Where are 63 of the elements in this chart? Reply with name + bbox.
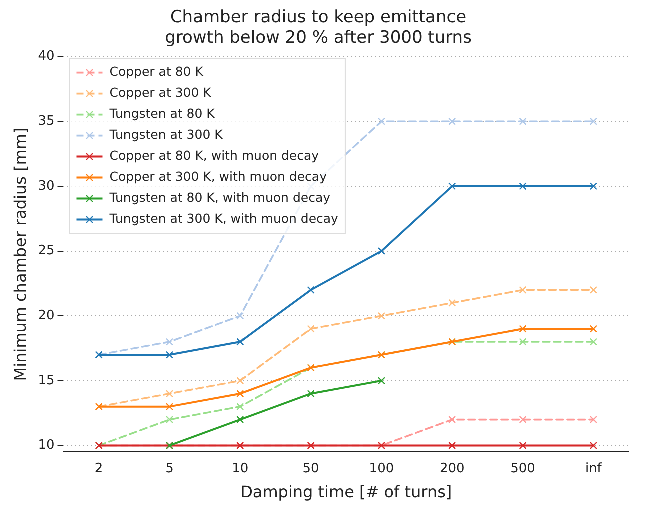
point — [448, 416, 456, 424]
y-tick-label: 40 — [38, 49, 55, 64]
point — [236, 338, 244, 346]
point — [590, 325, 598, 333]
legend-label: Copper at 300 K, with muon decay — [110, 169, 328, 184]
point — [519, 286, 527, 294]
point — [448, 182, 456, 190]
point — [307, 286, 315, 294]
point — [166, 390, 174, 398]
point — [378, 312, 386, 320]
point — [448, 299, 456, 307]
y-tick-label: 20 — [38, 308, 55, 324]
point — [448, 118, 456, 126]
point — [307, 390, 315, 398]
point — [590, 338, 598, 346]
point — [519, 182, 527, 190]
legend-label: Copper at 300 K — [110, 85, 212, 100]
legend-label: Tungsten at 300 K, with muon decay — [108, 211, 340, 226]
legend-label: Tungsten at 80 K — [108, 106, 216, 122]
y-tick-label: 35 — [38, 114, 55, 129]
point — [590, 286, 598, 294]
point — [590, 118, 598, 126]
x-tick-label: 500 — [510, 461, 536, 476]
point — [236, 390, 244, 398]
y-tick-label: 25 — [38, 244, 55, 259]
chart-title: Chamber radius to keep emittance growth below 20 % after 3000 turns — [165, 8, 472, 48]
point — [166, 338, 174, 346]
point — [519, 338, 527, 346]
point — [590, 442, 598, 450]
x-tick-label: 2 — [94, 461, 104, 476]
x-tick-label: 100 — [369, 461, 394, 476]
point — [307, 325, 315, 333]
point — [519, 416, 527, 424]
x-tick-label: 10 — [232, 461, 249, 476]
point — [519, 442, 527, 450]
point — [236, 312, 244, 320]
point — [590, 416, 598, 424]
x-tick-label: 200 — [440, 461, 465, 476]
legend-label: Copper at 80 K, with muon decay — [110, 148, 320, 164]
point — [448, 442, 456, 450]
legend-label: Copper at 80 K — [110, 64, 204, 80]
x-axis-title: Damping time [# of turns] — [240, 482, 452, 502]
point — [519, 118, 527, 126]
x-tick-label: 50 — [302, 461, 320, 476]
point — [519, 325, 527, 333]
legend-label: Tungsten at 80 K, with muon decay — [108, 190, 332, 206]
legend-label: Tungsten at 300 K — [108, 127, 224, 142]
point — [378, 118, 386, 126]
y-tick-label: 15 — [38, 373, 55, 388]
y-tick-label: 30 — [38, 178, 55, 194]
point — [236, 377, 244, 385]
point — [236, 416, 244, 424]
point — [166, 416, 174, 424]
y-tick-label: 10 — [38, 438, 55, 454]
point — [378, 377, 386, 385]
point — [378, 247, 386, 256]
point — [590, 182, 598, 190]
x-tick-label: inf — [585, 461, 602, 476]
point — [166, 351, 174, 359]
point — [236, 403, 244, 411]
point — [166, 403, 174, 411]
y-axis-title: Minimum chamber radius [mm] — [10, 128, 30, 382]
x-tick-label: 5 — [166, 461, 174, 476]
